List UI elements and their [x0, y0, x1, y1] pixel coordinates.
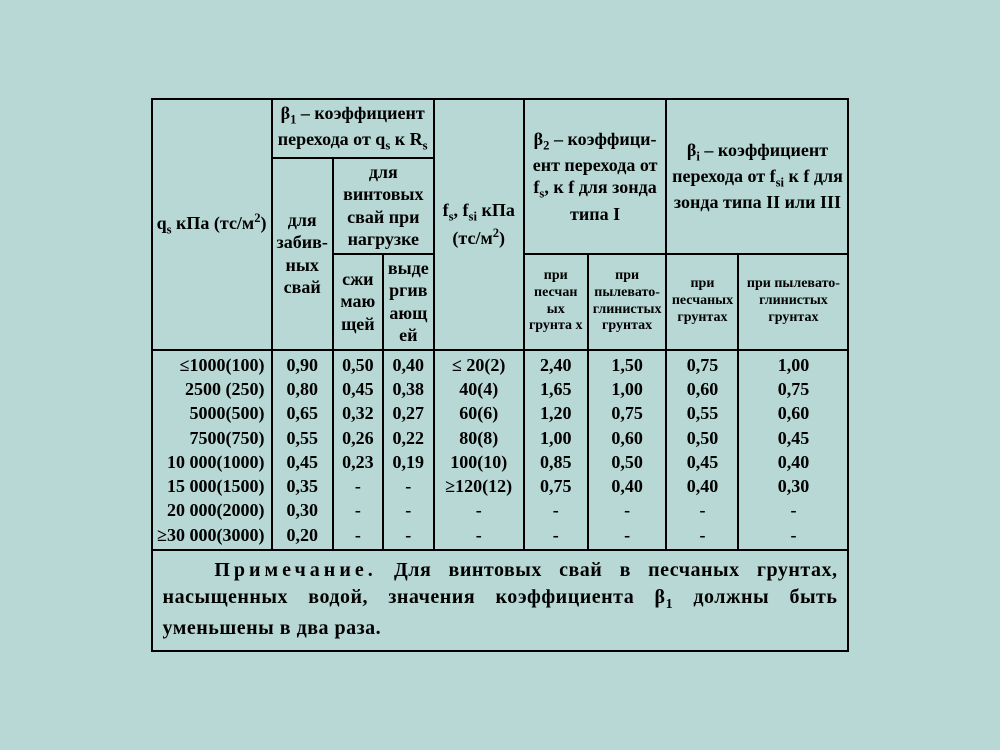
header-betai: βi – коэффициент перехода от fsi к f для…: [666, 99, 848, 254]
header-beta2-clay: при пылевато-глинистых грунтах: [588, 254, 667, 350]
header-beta1-zabiv: для забив-ных свай: [272, 158, 333, 350]
table-note: Примечание. Для винтовых свай в песчаных…: [152, 550, 849, 651]
table-cell: 1,501,000,750,600,500,40--: [588, 350, 667, 550]
table-cell: 0,500,450,320,260,23---: [333, 350, 383, 550]
table-cell: 0,900,800,650,550,450,350,300,20: [272, 350, 333, 550]
row-label: ≤1000(100)2500 (250)5000(500)7500(750)10…: [152, 350, 272, 550]
table-cell: ≤ 20(2)40(4)60(6)80(8)100(10)≥120(12)--: [434, 350, 524, 550]
coefficient-table-container: qs кПа (тс/м2) β1 – коэффициент перехода…: [151, 98, 850, 652]
table-row: ≤1000(100)2500 (250)5000(500)7500(750)10…: [152, 350, 849, 550]
header-beta1-compress: сжи маю щей: [333, 254, 383, 350]
header-beta1-pull: выде ргив ающ ей: [383, 254, 434, 350]
header-beta2: β2 – коэффици-ент перехода от fs, к f дл…: [524, 99, 667, 254]
table-cell: 0,750,600,550,500,450,40--: [666, 350, 738, 550]
table-cell: 2,401,651,201,000,850,75--: [524, 350, 588, 550]
header-beta2-sand: при песчан ых грунта х: [524, 254, 588, 350]
header-betai-sand: при песчаных грунтах: [666, 254, 738, 350]
table-cell: 1,000,750,600,450,400,30--: [738, 350, 848, 550]
header-fs: fs, fsi кПа (тс/м2): [434, 99, 524, 350]
table-cell: 0,400,380,270,220,19---: [383, 350, 434, 550]
header-beta1: β1 – коэффициент перехода от qs к Rs: [272, 99, 434, 158]
coefficient-table: qs кПа (тс/м2) β1 – коэффициент перехода…: [151, 98, 850, 652]
table-body: ≤1000(100)2500 (250)5000(500)7500(750)10…: [152, 350, 849, 550]
header-beta1-vint: для винтовых свай при нагрузке: [333, 158, 434, 254]
header-qs: qs кПа (тс/м2): [152, 99, 272, 350]
header-betai-clay: при пылевато-глинистых грунтах: [738, 254, 848, 350]
